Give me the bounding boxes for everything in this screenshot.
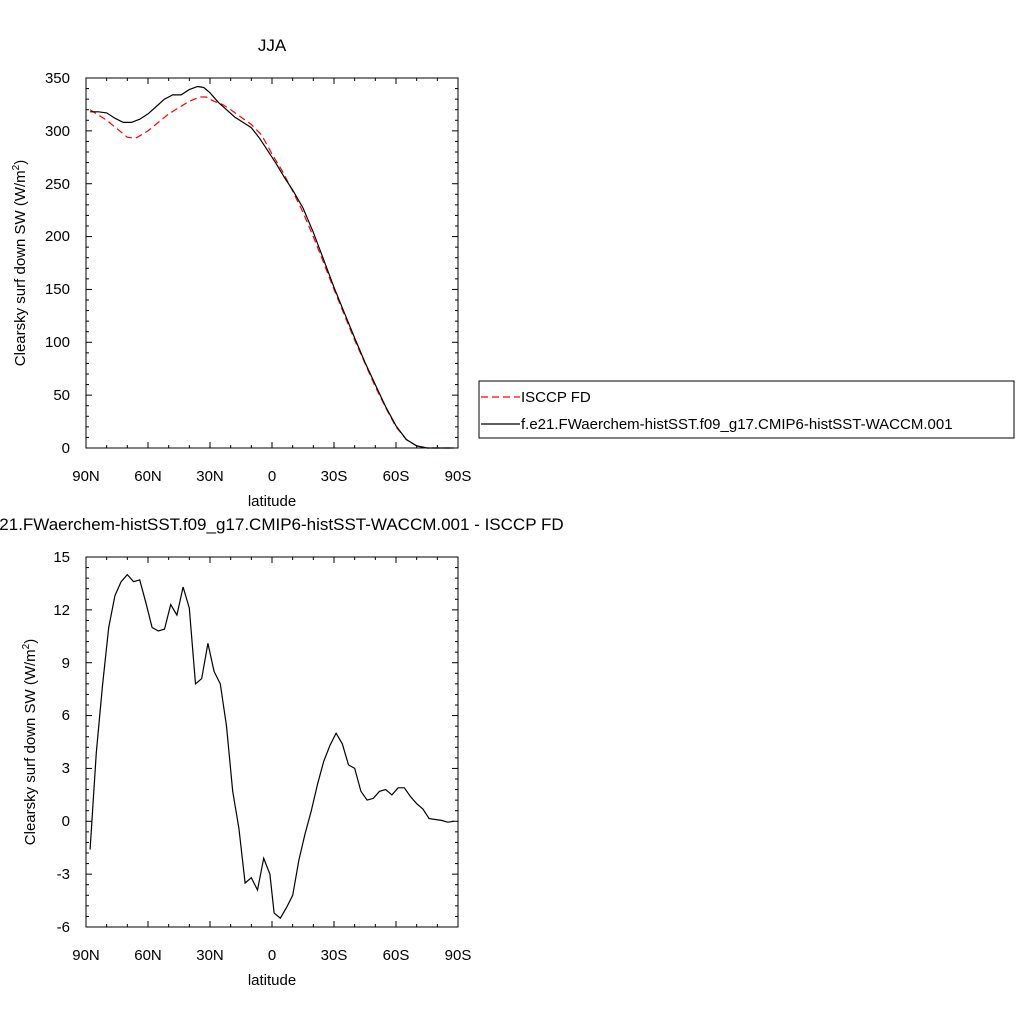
top-y-axis-title-main: Clearsky surf down SW (W/m — [12, 170, 29, 366]
bottom-y-tick-label: -6 — [57, 919, 70, 936]
bottom-y-tick-label: -3 — [57, 866, 70, 883]
legend-box — [478, 380, 1015, 439]
top-y-tick-label: 300 — [45, 123, 70, 140]
bottom-x-tick-label: 90S — [445, 947, 472, 964]
bottom-x-tick-labels: 90N 60N 30N 0 30S 60S 90S — [72, 947, 471, 964]
bottom-plot-ticks — [85, 556, 459, 928]
top-plot-frame — [85, 77, 459, 449]
top-x-axis-title: latitude — [248, 493, 296, 510]
top-y-tick-label: 100 — [45, 334, 70, 351]
top-x-tick-label: 90N — [72, 468, 100, 485]
bottom-x-tick-label: 30N — [196, 947, 224, 964]
top-x-tick-label: 60S — [383, 468, 410, 485]
top-y-axis-title: Clearsky surf down SW (W/m2) — [11, 160, 29, 366]
top-y-axis-title-sup: 2 — [11, 164, 22, 170]
bottom-x-tick-label: 0 — [268, 947, 276, 964]
bottom-y-axis-title-main: Clearsky surf down SW (W/m — [22, 649, 39, 845]
bottom-y-tick-labels: -6 -3 0 3 6 9 12 15 — [53, 549, 70, 936]
top-y-axis-title-end: ) — [12, 160, 29, 165]
bottom-y-tick-label: 15 — [53, 549, 70, 566]
top-x-tick-label: 0 — [268, 468, 276, 485]
top-x-tick-labels: 90N 60N 30N 0 30S 60S 90S — [72, 468, 471, 485]
bottom-x-axis-title: latitude — [248, 972, 296, 989]
bottom-x-tick-label: 30S — [321, 947, 348, 964]
legend: ISCCP FD f.e21.FWaerchem-histSST.f09_g17… — [478, 380, 1015, 439]
top-y-tick-label: 350 — [45, 70, 70, 87]
legend-label-isccp-fd: ISCCP FD — [521, 389, 591, 406]
bottom-y-tick-label: 12 — [53, 602, 70, 619]
top-x-tick-label: 30N — [196, 468, 224, 485]
series-line-model — [90, 85, 454, 449]
legend-label-model: f.e21.FWaerchem-histSST.f09_g17.CMIP6-hi… — [521, 416, 953, 433]
bottom-x-tick-label: 60S — [383, 947, 410, 964]
bottom-y-tick-label: 0 — [62, 813, 70, 830]
bottom-plot: f.e21.FWaerchem-histSST.f09_g17.CMIP6-hi… — [0, 515, 564, 989]
bottom-plot-frame — [85, 556, 459, 928]
top-y-tick-label: 200 — [45, 228, 70, 245]
bottom-y-axis-title-sup: 2 — [21, 643, 32, 649]
bottom-plot-title: f.e21.FWaerchem-histSST.f09_g17.CMIP6-hi… — [0, 515, 564, 534]
bottom-y-tick-label: 3 — [62, 760, 70, 777]
bottom-x-tick-label: 60N — [134, 947, 162, 964]
bottom-y-tick-label: 6 — [62, 707, 70, 724]
bottom-plot-series — [89, 573, 454, 920]
bottom-y-tick-label: 9 — [62, 655, 70, 672]
top-y-tick-labels: 0 50 100 150 200 250 300 350 — [45, 70, 70, 457]
top-plot-ticks — [85, 77, 459, 449]
top-x-tick-label: 60N — [134, 468, 162, 485]
top-plot-title: JJA — [258, 36, 287, 55]
series-line-difference — [89, 573, 454, 920]
bottom-x-tick-label: 90N — [72, 947, 100, 964]
top-y-tick-label: 0 — [62, 440, 70, 457]
series-line-isccp-fd — [89, 96, 454, 449]
top-plot: JJA 0 50 100 150 200 250 300 350 90N 60N… — [11, 36, 1015, 510]
top-x-tick-label: 30S — [321, 468, 348, 485]
top-y-tick-label: 150 — [45, 281, 70, 298]
top-plot-series — [89, 85, 454, 449]
top-y-tick-label: 50 — [53, 387, 70, 404]
bottom-y-axis-title: Clearsky surf down SW (W/m2) — [21, 639, 39, 845]
top-y-tick-label: 250 — [45, 176, 70, 193]
top-x-tick-label: 90S — [445, 468, 472, 485]
bottom-y-axis-title-end: ) — [22, 639, 39, 644]
